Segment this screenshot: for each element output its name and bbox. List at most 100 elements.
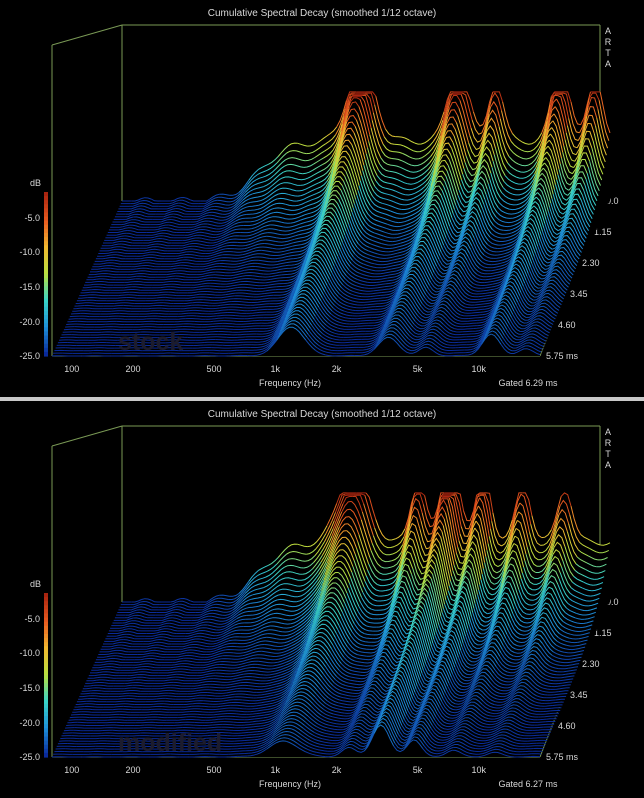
decay-slice-line bbox=[306, 193, 317, 199]
decay-slice-line bbox=[168, 202, 179, 207]
decay-slice-line bbox=[528, 620, 540, 638]
decay-slice-line bbox=[302, 568, 313, 575]
colorbar-segment bbox=[44, 728, 48, 733]
decay-slice-line bbox=[332, 503, 344, 529]
decay-slice-line bbox=[355, 250, 366, 258]
decay-slice-line bbox=[396, 269, 407, 280]
decay-slice-line bbox=[246, 265, 256, 268]
decay-slice-line bbox=[281, 669, 292, 676]
decay-slice-line bbox=[289, 292, 300, 308]
decay-slice-line bbox=[350, 150, 361, 181]
decay-slice-line bbox=[273, 645, 284, 648]
decay-slice-line bbox=[199, 220, 209, 224]
decay-slice-line bbox=[143, 640, 154, 642]
decay-slice-line bbox=[418, 535, 429, 556]
decay-slice-line bbox=[356, 654, 367, 657]
decay-slice-line bbox=[173, 323, 184, 325]
decay-slice-line bbox=[373, 599, 384, 602]
decay-slice-line bbox=[502, 550, 514, 578]
decay-slice-line bbox=[322, 632, 334, 646]
decay-slice-line bbox=[241, 301, 252, 303]
decay-slice-line bbox=[217, 600, 228, 604]
decay-slice-line bbox=[557, 214, 569, 232]
decay-slice-line bbox=[418, 332, 430, 340]
decay-slice-line bbox=[526, 547, 538, 567]
decay-slice-line bbox=[346, 305, 357, 309]
decay-slice-line bbox=[495, 666, 507, 676]
decay-slice-line bbox=[498, 659, 509, 670]
decay-slice-line bbox=[381, 644, 392, 651]
decay-slice-line bbox=[231, 203, 243, 213]
decay-slice-line bbox=[501, 649, 513, 660]
decay-slice-line bbox=[210, 661, 221, 665]
decay-slice-line bbox=[467, 565, 478, 595]
decay-slice-line bbox=[498, 202, 510, 210]
decay-slice-line bbox=[251, 249, 262, 253]
decay-slice-line bbox=[551, 127, 562, 159]
decay-slice-line bbox=[248, 660, 259, 663]
decay-slice-line bbox=[289, 646, 300, 653]
decay-slice-line bbox=[497, 268, 508, 273]
decay-slice-line bbox=[571, 146, 583, 174]
decay-slice-line bbox=[517, 301, 528, 316]
decay-slice-line bbox=[525, 233, 536, 254]
decay-slice-line bbox=[509, 281, 521, 297]
decay-slice-line bbox=[416, 338, 427, 346]
decay-slice-line bbox=[175, 275, 186, 278]
decay-slice-line bbox=[194, 211, 205, 215]
decay-slice-line bbox=[356, 246, 368, 255]
decay-slice-line bbox=[243, 672, 254, 675]
decay-slice-line bbox=[408, 210, 420, 217]
decay-slice-line bbox=[438, 204, 449, 231]
decay-slice-line bbox=[250, 227, 261, 233]
decay-slice-line bbox=[545, 219, 557, 239]
decay-slice-line bbox=[510, 622, 521, 635]
decay-slice-line bbox=[531, 515, 542, 539]
decay-slice-line bbox=[375, 305, 386, 308]
decay-slice-line bbox=[576, 643, 587, 647]
decay-slice-line bbox=[200, 663, 211, 666]
decay-slice-line bbox=[548, 301, 560, 311]
decay-slice-line bbox=[464, 228, 475, 239]
decay-slice-line bbox=[366, 91, 377, 97]
decay-slice-line bbox=[480, 579, 492, 601]
decay-slice-line bbox=[125, 612, 136, 616]
decay-slice-line bbox=[243, 320, 253, 322]
decay-slice-line bbox=[472, 541, 483, 575]
decay-slice-line bbox=[424, 133, 435, 144]
decay-slice-line bbox=[555, 594, 566, 614]
decay-slice-line bbox=[483, 327, 494, 339]
decay-slice-line bbox=[188, 224, 199, 228]
decay-slice-line bbox=[408, 335, 420, 341]
decay-slice-line bbox=[364, 92, 376, 105]
decay-slice-line bbox=[404, 227, 415, 233]
decay-slice-line bbox=[485, 132, 496, 149]
decay-slice-line bbox=[306, 651, 318, 658]
x-tick-label: 10k bbox=[471, 364, 486, 374]
decay-slice-line bbox=[92, 265, 103, 268]
decay-slice-line bbox=[485, 556, 496, 580]
decay-slice-line bbox=[464, 162, 475, 177]
decay-slice-line bbox=[520, 675, 531, 680]
decay-slice-line bbox=[545, 157, 556, 185]
decay-slice-line bbox=[85, 682, 96, 684]
decay-slice-line bbox=[321, 156, 333, 166]
decay-slice-line bbox=[443, 265, 455, 280]
decay-slice-line bbox=[373, 326, 384, 334]
decay-slice-line bbox=[439, 303, 450, 310]
decay-slice-line bbox=[524, 237, 535, 257]
decay-slice-line bbox=[333, 215, 345, 239]
decay-slice-line bbox=[431, 298, 443, 310]
decay-slice-line bbox=[381, 150, 392, 159]
decay-slice-line bbox=[212, 680, 222, 683]
decay-slice-line bbox=[383, 594, 394, 602]
decay-slice-line bbox=[468, 317, 479, 319]
decay-slice-line bbox=[397, 538, 409, 573]
decay-slice-line bbox=[319, 227, 330, 233]
decay-slice-line bbox=[557, 636, 569, 643]
decay-slice-line bbox=[107, 676, 117, 679]
decay-slice-line bbox=[560, 268, 572, 282]
decay-slice-line bbox=[321, 601, 332, 610]
time-tick-label: 2.30 bbox=[582, 659, 600, 669]
decay-slice-line bbox=[259, 682, 270, 685]
